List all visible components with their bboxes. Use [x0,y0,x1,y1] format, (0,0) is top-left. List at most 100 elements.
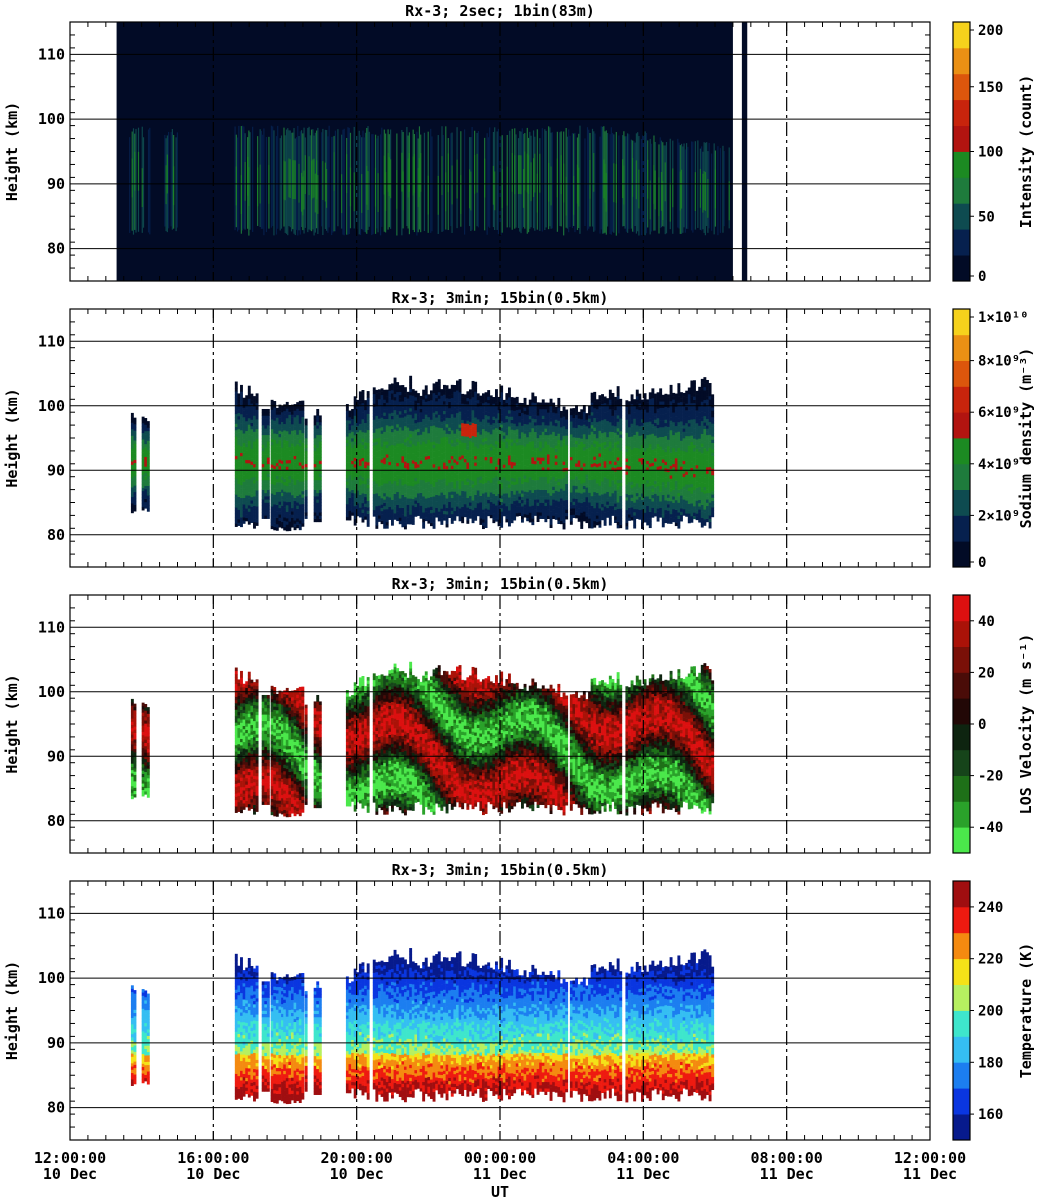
heatmap-cell [432,518,436,523]
heatmap-cell [546,512,550,516]
intensity-streak [637,132,639,232]
heatmap-cell [283,426,287,431]
heatmap-cell [455,474,459,478]
heatmap-cell [466,439,470,444]
heatmap-cell [531,473,535,477]
heatmap-cell [266,505,270,510]
heatmap-cell [291,456,294,460]
heatmap-cell [463,407,467,411]
heatmap-cell [348,442,352,447]
heatmap-cell [432,493,436,497]
heatmap-cell [429,509,433,514]
heatmap-cell [255,503,259,507]
heatmap-cell [526,485,530,489]
intensity-streak [487,137,490,227]
heatmap-cell [285,414,289,419]
heatmap-cell [398,507,402,512]
heatmap-cell [264,450,268,455]
heatmap-cell [296,479,300,484]
heatmap-cell [500,501,504,506]
heatmap-cell [500,491,504,496]
heatmap-cell [502,432,506,436]
heatmap-cell [533,399,537,403]
heatmap-cell [523,420,527,424]
heatmap-cell [422,399,426,403]
heatmap-cell [133,417,137,422]
heatmap-cell [494,398,498,403]
heatmap-cell [250,516,254,520]
heatmap-cell [539,463,543,468]
heatmap-cell [429,506,433,511]
heatmap-cell [318,418,322,423]
heatmap-cell [296,485,300,490]
heatmap-cell [293,426,297,431]
heatmap-cell [471,490,475,495]
heatmap-cell [304,476,308,481]
heatmap-cell [450,455,454,460]
heatmap-cell [453,443,457,447]
heatmap-cell [372,496,376,501]
heatmap-cell [448,498,452,502]
heatmap-cell [445,443,449,447]
heatmap-cell [237,409,241,414]
heatmap-cell [411,466,415,471]
heatmap-cell [358,475,362,479]
heatmap-cell [353,486,357,491]
intensity-streak [496,131,498,230]
heatmap-cell [494,443,498,448]
heatmap-cell [375,409,379,413]
heatmap-cell [539,476,543,481]
heatmap-cell [494,389,498,393]
heatmap-cell [301,400,305,405]
heatmap-cell [528,496,532,500]
heatmap-cell [427,503,431,508]
heatmap-cell [261,502,265,507]
heatmap-cell [298,484,302,489]
heatmap-cell [130,451,134,456]
heatmap-cell [250,445,254,449]
intensity-streak [450,133,452,227]
heatmap-cell [388,384,392,388]
intensity-peak [470,171,472,211]
heatmap-cell [435,491,439,495]
heatmap-cell [409,456,413,460]
heatmap-cell [541,499,545,503]
heatmap-cell [393,377,397,382]
heatmap-cell [375,399,379,404]
heatmap-cell [388,387,392,391]
heatmap-cell [356,477,360,481]
heatmap-cell [345,462,349,466]
intensity-streak [645,132,648,234]
heatmap-cell [361,396,365,400]
heatmap-cell [515,477,519,482]
heatmap-cell [261,496,265,500]
heatmap-cell [283,475,287,479]
heatmap-cell [474,394,478,399]
heatmap-cell [133,501,137,506]
heatmap-cell [505,512,509,516]
heatmap-cell [422,389,426,394]
heatmap-cell [500,453,504,457]
heatmap-cell [353,399,357,404]
heatmap-cell [255,399,259,404]
heatmap-cell [432,389,436,394]
heatmap-cell [536,518,540,522]
heatmap-cell [536,415,540,419]
heatmap-cell [513,484,517,489]
heatmap-cell [471,387,475,391]
heatmap-cell [416,505,420,510]
heatmap-cell [396,407,400,412]
heatmap-cell [345,429,349,434]
heatmap-cell [133,424,137,428]
heatmap-cell [546,509,550,513]
heatmap-cell [403,435,407,440]
heatmap-cell [528,428,532,433]
heatmap-cell [345,504,349,508]
heatmap-cell [130,483,134,488]
heatmap-cell [313,415,317,419]
heatmap-cell [492,467,496,472]
heatmap-cell [531,492,535,497]
heatmap-cell [479,427,483,432]
heatmap-cell [466,446,470,450]
